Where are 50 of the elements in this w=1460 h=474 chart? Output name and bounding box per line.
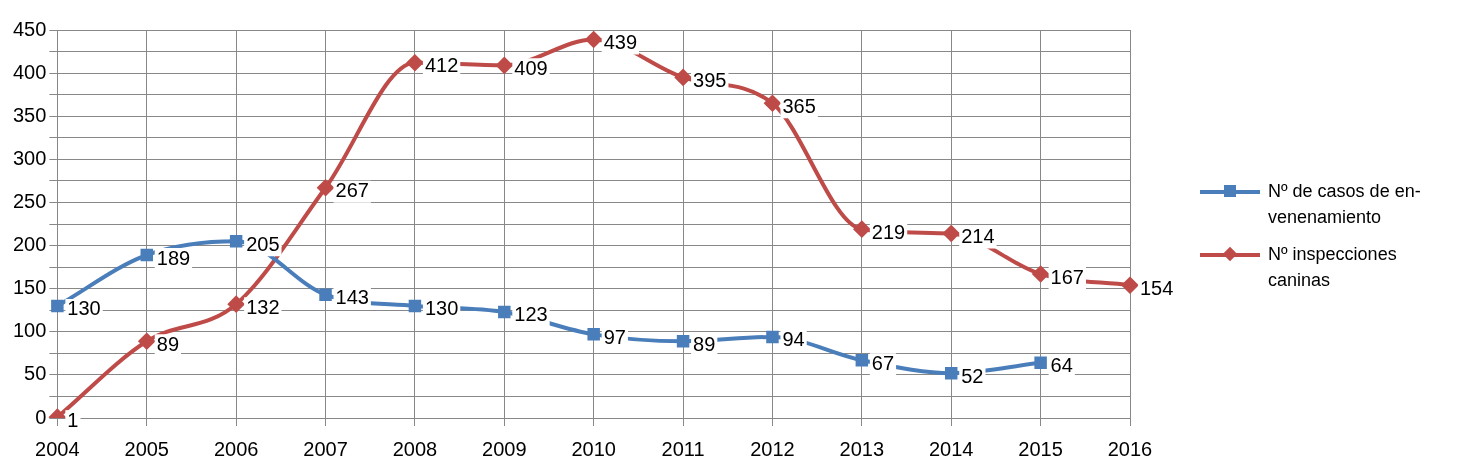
data-label: 123	[514, 303, 548, 326]
data-label: 412	[424, 54, 459, 77]
data-label: 189	[156, 246, 191, 269]
y-tick-label: 350	[12, 103, 47, 126]
x-tick-label: 2009	[482, 437, 527, 460]
data-label: 214	[961, 225, 995, 247]
x-tick-label: 2008	[392, 437, 438, 460]
x-tick-label: 2013	[839, 437, 885, 460]
data-label: 64	[1050, 354, 1073, 377]
data-label: 67	[871, 351, 895, 374]
x-tick-label: 2016	[1107, 437, 1153, 460]
y-tick-label: 100	[12, 319, 47, 342]
data-label: 143	[335, 286, 369, 309]
data-label: 130	[67, 297, 101, 320]
y-tick-label: 250	[12, 189, 47, 212]
data-label: 89	[693, 332, 716, 355]
data-label: 89	[156, 332, 180, 355]
x-tick-label: 2014	[928, 437, 974, 460]
x-tick-label: 2007	[303, 437, 348, 460]
x-tick-label: 2011	[661, 437, 705, 460]
y-tick-label: 50	[24, 362, 47, 385]
legend-label: Nº de casos de en-venenamiento	[1268, 180, 1422, 229]
y-tick-label: 450	[12, 17, 47, 40]
data-label: 97	[603, 325, 626, 348]
y-tick-label: 200	[12, 233, 47, 256]
data-label: 1	[67, 408, 79, 431]
data-label: 267	[335, 179, 369, 202]
data-label: 52	[961, 364, 984, 387]
data-label: 205	[246, 232, 280, 255]
data-label: 439	[603, 31, 638, 53]
data-label: 409	[514, 56, 548, 79]
y-tick-label: 400	[12, 60, 47, 83]
y-tick-label: 300	[12, 146, 47, 169]
x-tick-label: 2010	[571, 437, 616, 460]
data-label: 132	[246, 295, 280, 318]
y-tick-label: 0	[35, 405, 47, 428]
data-label: 365	[782, 94, 816, 117]
data-label: 167	[1050, 265, 1084, 288]
data-label: 219	[871, 220, 906, 243]
x-tick-label: 2005	[124, 437, 170, 460]
data-label: 94	[782, 328, 805, 351]
legend-label: Nº inspecciones caninas	[1268, 243, 1398, 292]
data-label: 154	[1140, 276, 1174, 299]
y-tick-label: 150	[12, 276, 47, 299]
x-tick-label: 2006	[213, 437, 259, 460]
data-label: 130	[424, 297, 459, 320]
data-label: 395	[693, 68, 727, 91]
x-tick-label: 2015	[1018, 437, 1063, 460]
x-tick-label: 2004	[35, 437, 80, 460]
x-tick-label: 2012	[750, 437, 795, 460]
